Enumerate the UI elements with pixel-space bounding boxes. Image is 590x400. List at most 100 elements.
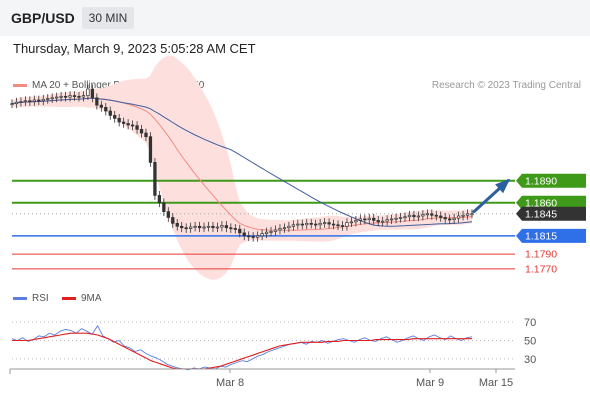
candle-body (233, 228, 237, 230)
candle (180, 221, 184, 233)
header-bar: GBP/USD 30 MIN (0, 0, 590, 36)
candle-body (385, 219, 389, 222)
x-tick-label: Mar 15 (479, 377, 513, 389)
legend-9ma: 9MA (62, 293, 102, 304)
candle (354, 215, 358, 227)
candle-body (465, 213, 470, 216)
candle (90, 84, 95, 103)
candle-body (264, 231, 269, 234)
candle (367, 213, 371, 225)
candle-body (55, 96, 59, 99)
candle (171, 213, 175, 228)
candle-body (175, 222, 179, 227)
candle-body (211, 225, 215, 229)
candle (260, 229, 264, 241)
candle-body (104, 106, 108, 112)
candle-body (291, 224, 296, 227)
price-tag-bg (516, 206, 586, 221)
candle (296, 219, 300, 230)
candle-body (318, 222, 322, 226)
candle (206, 221, 211, 232)
candle-body (412, 214, 416, 218)
candle-body (273, 229, 278, 232)
candle (331, 219, 336, 230)
candle (113, 111, 117, 123)
credit-text: Research © 2023 Trading Central (431, 80, 581, 91)
candle (10, 99, 14, 109)
candle-body (63, 95, 68, 98)
candle-body (394, 217, 398, 220)
candle-body (153, 162, 157, 196)
candle (153, 157, 157, 200)
candle-body (197, 225, 202, 229)
candle-body (23, 100, 28, 103)
candle-body (59, 95, 63, 98)
candle (430, 209, 434, 220)
candle (99, 100, 103, 112)
candle (197, 221, 202, 233)
candle-body (296, 223, 300, 226)
candle-body (77, 95, 81, 98)
candle (412, 210, 416, 222)
candle (247, 231, 251, 241)
candle (108, 106, 112, 120)
candle-body (309, 222, 313, 225)
candle (309, 218, 313, 229)
candle (443, 213, 447, 224)
candle-body (215, 226, 220, 229)
candle (188, 222, 193, 233)
ma9-swatch (62, 297, 76, 300)
candle-body (407, 214, 412, 218)
legend-9ma-label: 9MA (81, 293, 102, 304)
candle-body (50, 97, 54, 100)
candle-body (238, 228, 242, 234)
candle (238, 224, 242, 238)
candle-body (322, 222, 327, 224)
timestamp: Thursday, March 9, 2023 5:05:28 AM CET (13, 41, 256, 56)
candle (287, 221, 291, 233)
candle (300, 219, 304, 230)
timeframe-badge[interactable]: 30 MIN (82, 7, 134, 29)
candle-body (86, 88, 90, 96)
candle (269, 227, 273, 237)
candle (278, 224, 282, 235)
candle (264, 227, 269, 239)
candle (376, 215, 380, 227)
price-tag-1.1890: 1.1890 (516, 173, 586, 188)
candle (327, 218, 331, 229)
candle-body (122, 121, 126, 124)
candle-body (425, 213, 429, 216)
candle-body (14, 101, 19, 105)
price-tag-bg (516, 173, 586, 188)
candle-body (139, 129, 144, 134)
candle (193, 221, 197, 232)
price-tag-label: 1.1790 (525, 249, 557, 261)
candle-body (260, 233, 264, 237)
legend-ma20: MA 20 + Bollinger Bands (13, 80, 142, 91)
candle (456, 211, 461, 223)
rsi-tick-label: 70 (524, 317, 536, 329)
candle (452, 213, 456, 225)
candle (86, 84, 90, 100)
price-tag-1.1815: 1.1815 (516, 228, 586, 243)
candle-body (336, 224, 340, 227)
rsi-tick-label: 30 (524, 354, 536, 366)
candle-body (340, 225, 345, 227)
candle-body (229, 227, 233, 230)
candle (314, 219, 318, 230)
candle-body (166, 211, 170, 218)
candle (448, 214, 452, 225)
candle (291, 220, 296, 231)
candle-body (349, 221, 354, 224)
candle-body (251, 236, 255, 238)
candle-body (255, 235, 260, 238)
candle-body (32, 99, 36, 102)
price-tag-label: 1.1890 (525, 175, 557, 187)
candle (439, 211, 443, 222)
candle (72, 91, 77, 101)
candle-body (10, 103, 14, 106)
candle-body (372, 217, 376, 221)
candle (273, 225, 278, 236)
candle-body (421, 214, 425, 217)
